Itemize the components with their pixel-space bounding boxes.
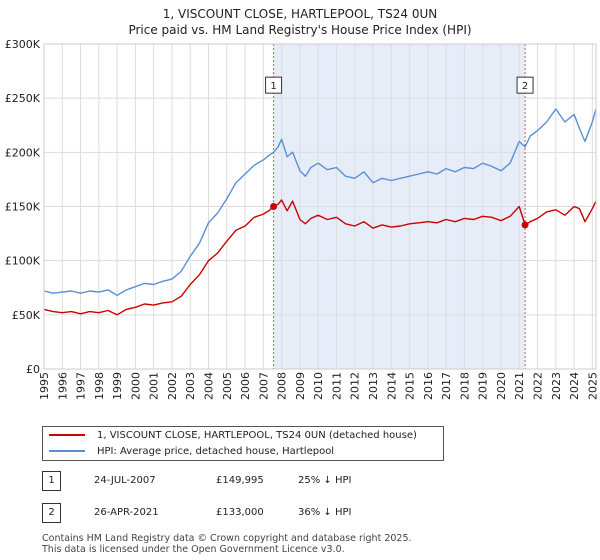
y-tick-label: £300K [5,38,41,51]
sale-point [270,203,278,211]
x-tick-label: 2015 [404,372,417,400]
footer-copyright: Contains HM Land Registry data © Crown c… [42,533,412,544]
x-tick-label: 2019 [477,372,490,400]
x-tick-label: 2004 [203,372,216,400]
legend-item-property: 1, VISCOUNT CLOSE, HARTLEPOOL, TS24 0UN … [49,428,417,443]
legend-label-hpi: HPI: Average price, detached house, Hart… [97,446,335,457]
sale-marker-box [516,76,534,94]
sale-marker-number: 2 [522,81,528,92]
sale-marker-box [265,76,283,94]
sale-marker-label: 2 [42,503,61,523]
footer-licence: This data is licensed under the Open Gov… [42,544,345,555]
sale-hpi-diff: 36% ↓ HPI [298,507,352,518]
y-tick-label: £100K [5,255,41,268]
x-tick-label: 1996 [56,372,69,400]
x-tick-label: 1998 [93,372,106,400]
x-tick-label: 2005 [221,372,234,400]
y-tick-label: £0 [26,363,40,376]
price-chart: 1 2 £0 £50K £100K £150K £200K £250K £300K 1995 19… [5,38,600,400]
x-tick-label: 2025 [586,372,599,400]
chart-title: 1, VISCOUNT CLOSE, HARTLEPOOL, TS24 0UN [162,7,438,21]
legend-swatch-hpi [49,450,85,452]
x-tick-label: 2003 [184,372,197,400]
x-tick-label: 2011 [330,372,343,400]
x-tick-label: 2013 [367,372,380,400]
x-tick-label: 2008 [276,372,289,400]
x-tick-label: 2009 [294,372,307,400]
x-tick-label: 2021 [513,372,526,400]
sale-point [521,221,529,229]
x-tick-label: 2006 [239,372,252,400]
x-tick-label: 2010 [312,372,325,400]
sale-price: £149,995 [216,475,264,486]
legend-swatch-property [49,434,85,436]
footer-attribution: Contains HM Land Registry data © Crown c… [42,533,412,555]
legend-item-hpi: HPI: Average price, detached house, Hart… [49,444,334,459]
chart-subtitle: Price paid vs. HM Land Registry's House … [128,23,472,37]
sale-marker-label: 1 [42,471,61,491]
sale-hpi-diff: 25% ↓ HPI [298,475,352,486]
x-tick-label: 2023 [550,372,563,400]
legend-label-property: 1, VISCOUNT CLOSE, HARTLEPOOL, TS24 0UN … [97,430,417,441]
y-tick-label: £150K [5,201,41,214]
x-tick-label: 2018 [458,372,471,400]
plot-border [43,43,597,370]
x-tick-label: 2017 [440,372,453,400]
x-tick-label: 2022 [532,372,545,400]
x-tick-label: 2024 [568,372,581,400]
y-tick-label: £50K [12,309,41,322]
x-tick-label: 1999 [111,372,124,400]
chart-legend: 1, VISCOUNT CLOSE, HARTLEPOOL, TS24 0UN … [42,426,444,461]
x-tick-label: 1997 [75,372,88,400]
x-tick-label: 2002 [166,372,179,400]
sale-date: 24-JUL-2007 [94,475,156,486]
x-tick-label: 2014 [385,372,398,400]
x-tick-label: 1995 [38,372,51,400]
sale-marker-number: 1 [270,81,276,92]
x-tick-label: 2012 [349,372,362,400]
hpi-line [43,108,597,296]
x-tick-label: 2016 [422,372,435,400]
sale-price: £133,000 [216,507,264,518]
y-tick-label: £200K [5,146,41,159]
sale-date: 26-APR-2021 [94,507,159,518]
x-tick-label: 2007 [257,372,270,400]
x-tick-label: 2001 [148,372,161,400]
x-tick-label: 2000 [129,372,142,400]
x-tick-label: 2020 [495,372,508,400]
y-tick-label: £250K [5,92,41,105]
property-price-line [43,199,597,316]
